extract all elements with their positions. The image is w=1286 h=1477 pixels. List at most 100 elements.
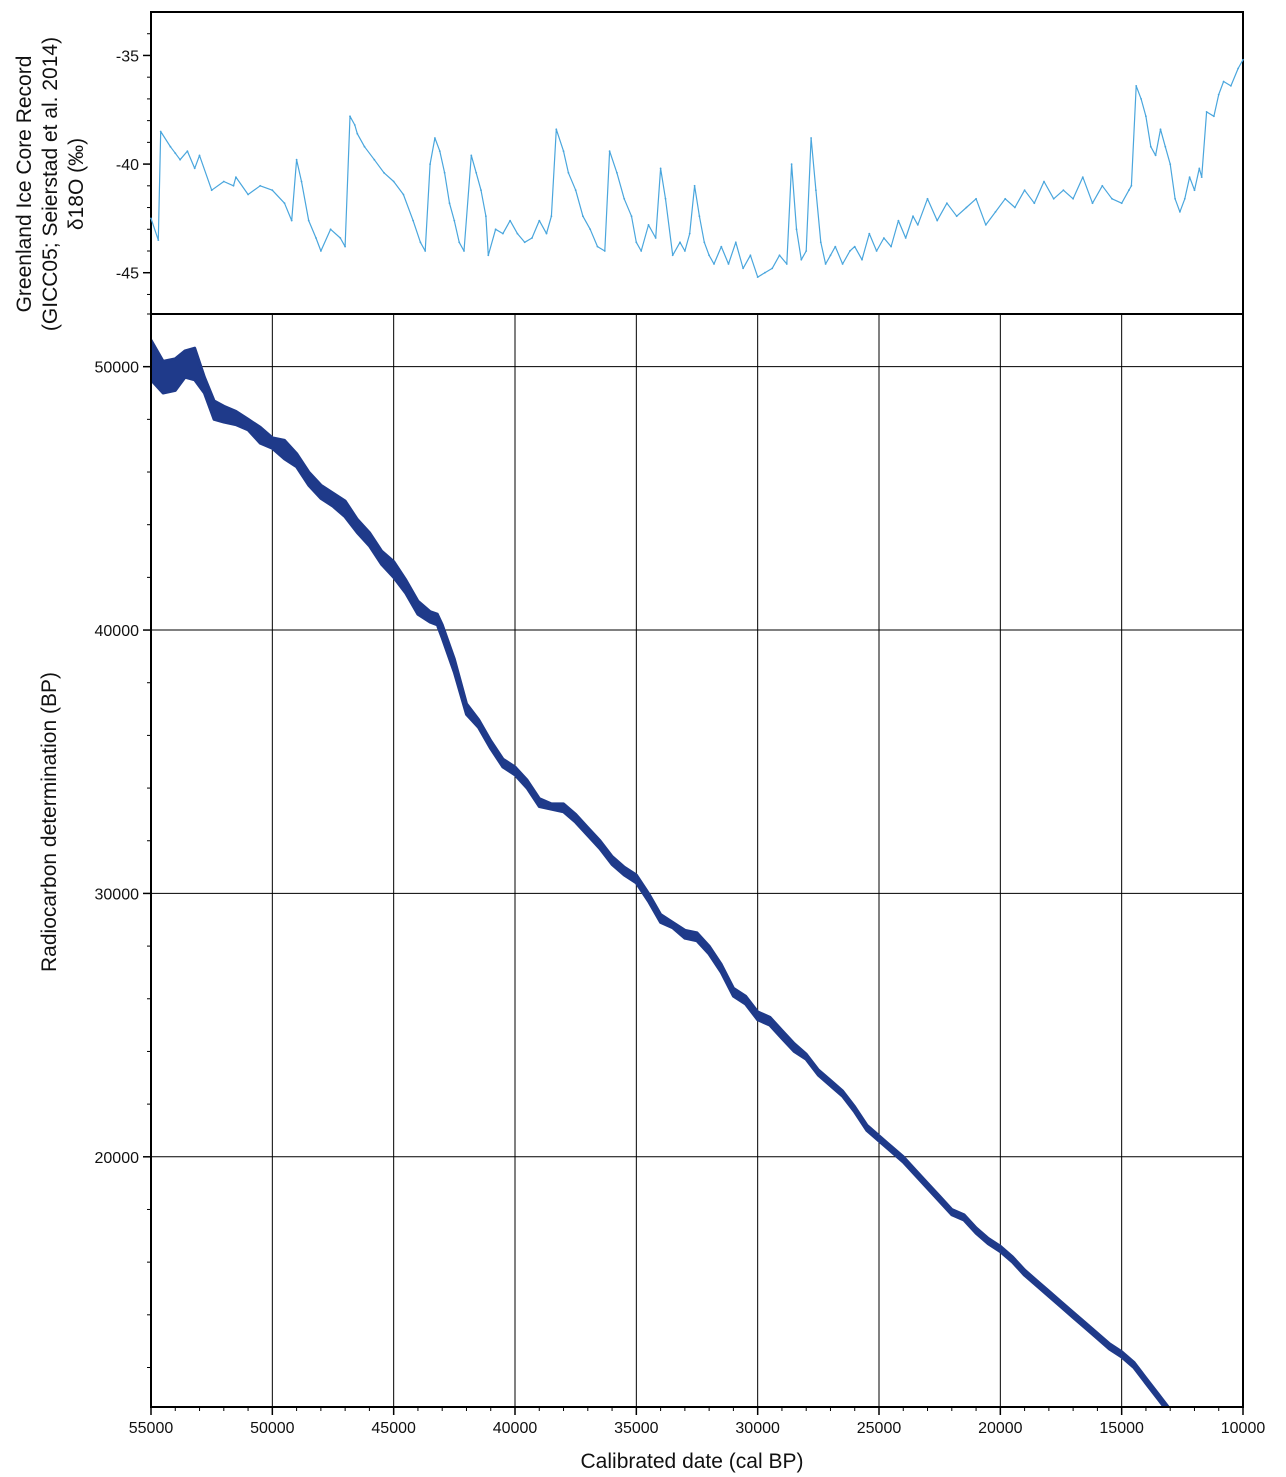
ice-core-point: [475, 171, 478, 174]
ice-core-point: [1183, 197, 1186, 200]
ice-core-point: [329, 228, 332, 231]
ice-core-y-tick-label: -40: [116, 157, 139, 174]
calibration-x-tick-label: 15000: [1099, 1420, 1144, 1437]
ice-core-line: [150, 59, 1244, 278]
calibration-y-tick-label: 30000: [95, 886, 140, 903]
ice-core-point: [222, 180, 225, 183]
ice-core-point: [912, 215, 914, 218]
ice-core-point: [429, 163, 431, 166]
ice-core-point: [664, 197, 667, 200]
ice-core-point: [916, 224, 919, 226]
ice-core-point: [1052, 197, 1055, 200]
ice-core-panel: -35 -40 -45: [116, 11, 1244, 315]
ice-core-point: [1014, 206, 1016, 209]
ice-core-point: [679, 241, 681, 244]
ice-core-point: [1149, 145, 1152, 148]
ice-core-point: [1230, 85, 1232, 87]
ice-core-point: [339, 237, 342, 239]
ice-core-point: [1222, 80, 1225, 83]
ice-core-ylabel-line1: Greenland Ice Core Record: [13, 56, 36, 313]
ice-core-point: [485, 215, 487, 218]
ice-core-point: [771, 267, 774, 270]
calibration-x-tick-label: 50000: [250, 1420, 295, 1437]
ice-core-point: [419, 241, 422, 244]
ice-core-point: [630, 215, 633, 218]
ice-core-point: [890, 245, 892, 248]
ice-core-point: [509, 219, 511, 222]
calibration-x-tick-label: 30000: [735, 1420, 780, 1437]
ice-core-point: [574, 189, 577, 192]
ice-core-point: [1169, 163, 1172, 166]
ice-core-point: [480, 189, 482, 192]
ice-core-point: [295, 158, 298, 161]
calibration-x-ticks: 55000 50000 45000 40000 35000 30000 25000 20000…: [129, 1407, 1265, 1437]
ice-core-point: [688, 232, 691, 235]
ice-core-point: [349, 115, 351, 118]
ice-core-point: [904, 237, 907, 239]
ice-core-point: [698, 215, 701, 218]
ice-core-point: [720, 245, 723, 248]
ice-core-plot-frame: [150, 11, 1244, 315]
ice-core-point: [307, 219, 310, 222]
ice-core-point: [232, 184, 235, 187]
calibration-x-tick-label: 20000: [978, 1420, 1023, 1437]
ice-core-point: [1140, 98, 1142, 100]
ice-core-point: [756, 276, 759, 278]
ice-core-point: [1145, 115, 1147, 118]
calibration-y-tick-label: 20000: [95, 1150, 140, 1167]
ice-core-point: [764, 271, 766, 274]
ice-core-point: [693, 184, 696, 187]
ice-core-point: [713, 263, 715, 265]
ice-core-point: [1198, 167, 1201, 170]
ice-core-point: [1188, 176, 1191, 179]
ice-core-point: [448, 202, 451, 205]
ice-core-point: [458, 241, 461, 244]
ice-core-point: [640, 250, 643, 252]
ice-core-point: [936, 219, 939, 222]
calibration-y-ticks: 50000 40000 30000 20000: [95, 313, 151, 1368]
ice-core-point: [545, 232, 548, 235]
ice-core-point: [742, 267, 744, 270]
ice-core-point: [1081, 176, 1084, 179]
ice-core-point: [353, 124, 356, 126]
ice-core-point: [861, 258, 863, 261]
calibration-x-tick-label: 25000: [857, 1420, 902, 1437]
ice-core-point: [883, 237, 885, 239]
ice-core-ylabel-group: Greenland Ice Core Record (GICC05; Seier…: [13, 37, 88, 331]
ice-core-point: [841, 263, 844, 265]
calibration-y-tick-label: 50000: [95, 360, 140, 377]
ice-core-y-ticks: -35 -40 -45: [116, 33, 151, 295]
ice-core-point: [555, 128, 558, 131]
ice-core-point: [438, 150, 441, 153]
calibration-panel: 55000 50000 45000 40000 35000 30000 25000 20000…: [95, 313, 1265, 1437]
ice-core-point: [589, 228, 592, 231]
ice-core-point: [671, 254, 674, 257]
ice-core-point: [1072, 197, 1074, 200]
ice-core-point: [1111, 197, 1113, 200]
calibration-plot-frame: [150, 313, 1244, 1408]
ice-core-point: [235, 176, 237, 179]
ice-core-point: [193, 167, 196, 170]
ice-core-point: [1242, 58, 1244, 61]
ice-core-point: [516, 232, 519, 235]
ice-core-point: [392, 180, 395, 183]
ice-core-point: [1043, 180, 1045, 183]
ice-core-point: [654, 237, 657, 239]
ice-core-point: [470, 154, 473, 157]
ice-core-point: [582, 215, 584, 218]
ice-core-point: [703, 241, 706, 244]
ice-core-point: [1154, 154, 1157, 157]
calibration-series-group: [151, 338, 1171, 1407]
ice-core-point: [463, 250, 465, 252]
ice-core-point: [169, 145, 172, 148]
ice-core-point: [373, 158, 376, 161]
ice-core-point: [684, 250, 686, 252]
ice-core-point: [1120, 202, 1123, 205]
ice-core-point: [538, 219, 541, 222]
ice-core-point: [344, 245, 346, 248]
ice-core-point: [1237, 67, 1239, 70]
ice-core-point: [1174, 197, 1176, 200]
ice-core-point: [926, 197, 929, 200]
ice-core-point: [708, 254, 710, 257]
